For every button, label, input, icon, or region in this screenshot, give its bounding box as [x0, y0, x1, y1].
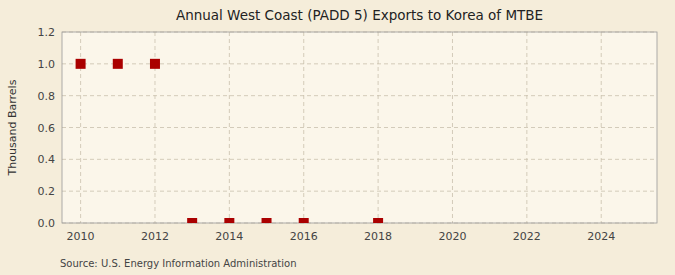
y-tick-label: 0.6 [38, 122, 56, 135]
point [150, 59, 160, 69]
x-tick-label: 2018 [364, 230, 392, 243]
x-grid-line [526, 32, 527, 223]
plot-frame [62, 32, 657, 223]
y-grid-line [62, 127, 657, 128]
source-note: Source: U.S. Energy Information Administ… [60, 258, 297, 269]
y-grid-line [62, 95, 657, 96]
y-tick-label: 1.0 [38, 58, 56, 71]
x-tick-label: 2014 [215, 230, 243, 243]
point [224, 218, 234, 223]
point [373, 218, 383, 223]
x-tick-label: 2024 [587, 230, 615, 243]
x-grid-line [229, 32, 230, 223]
point [76, 59, 86, 69]
y-tick-label: 1.2 [38, 26, 56, 39]
point [113, 59, 123, 69]
chart: 0.0 0.2 0.4 0.6 0.8 1.0 1.2 2010 2012 2014 2016 201… [0, 0, 675, 275]
x-grid-line [601, 32, 602, 223]
x-grid-line [303, 32, 304, 223]
x-tick-label: 2012 [141, 230, 169, 243]
points [76, 59, 384, 223]
x-grid-line [378, 32, 379, 223]
grid [62, 32, 657, 223]
point [187, 218, 197, 223]
y-tick-label: 0.2 [38, 185, 56, 198]
point [262, 218, 272, 223]
y-tick-label: 0.4 [38, 153, 56, 166]
y-tick-label: 0.0 [38, 217, 56, 230]
x-tick-label: 2016 [290, 230, 318, 243]
x-tick-label: 2010 [67, 230, 95, 243]
title: Annual West Coast (PADD 5) Exports to Ko… [176, 7, 543, 23]
x-tick-label: 2022 [513, 230, 541, 243]
point [299, 218, 309, 223]
axes: 0.0 0.2 0.4 0.6 0.8 1.0 1.2 2010 2012 2014 2016 201… [38, 26, 658, 243]
plot-area [62, 32, 657, 223]
x-tick-label: 2020 [438, 230, 466, 243]
x-grid-line [452, 32, 453, 223]
y-grid-line [62, 191, 657, 192]
y-grid-line [62, 159, 657, 160]
y-axis-label: Thousand Barrels [6, 79, 19, 176]
y-tick-label: 0.8 [38, 90, 56, 103]
